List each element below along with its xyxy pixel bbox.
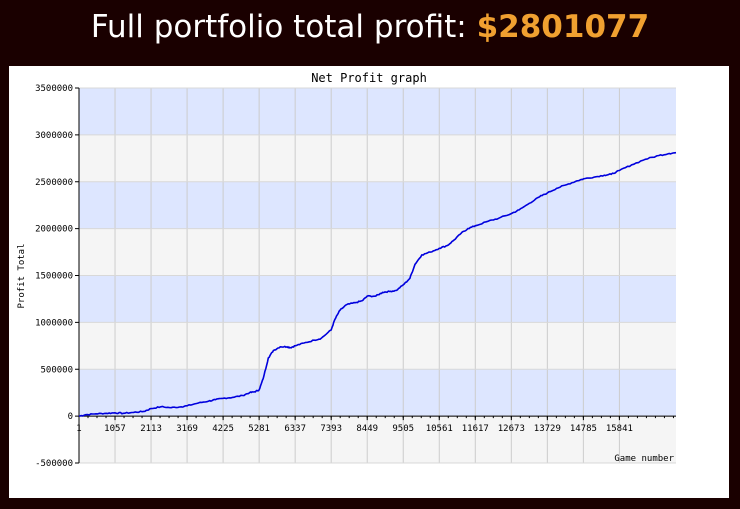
y-tick-label: 1000000 — [35, 318, 73, 328]
x-tick-label: 6337 — [284, 424, 306, 434]
chart-band — [79, 416, 676, 463]
x-axis-ticks: 1 1057 2113 3169 4225 5281 6337 7393 8449 9505 105… — [76, 416, 674, 434]
x-tick-label: 1 — [76, 424, 81, 434]
x-tick-label: 9505 — [392, 424, 414, 434]
chart-band — [79, 322, 676, 370]
y-tick-label: 3500000 — [35, 84, 73, 94]
page-header: Full portfolio total profit: $2801077 — [0, 0, 740, 58]
y-tick-label: -500000 — [35, 459, 73, 469]
x-tick-label: 7393 — [320, 424, 342, 434]
y-axis-ticks: -500000 0 500000 1000000 1500000 2000000 25000… — [35, 84, 79, 469]
chart-band — [79, 369, 676, 417]
chart-band — [79, 228, 676, 276]
header-profit-amount: $2801077 — [476, 9, 650, 45]
x-tick-label: 11617 — [462, 424, 489, 434]
chart-panel: -500000 0 500000 1000000 1500000 2000000 25000… — [9, 66, 729, 498]
y-tick-label: 0 — [68, 412, 73, 422]
y-tick-label: 2000000 — [35, 225, 73, 235]
chart-band — [79, 134, 676, 182]
x-tick-label: 14785 — [570, 424, 597, 434]
chart-bands — [79, 88, 676, 463]
chart-title: Net Profit graph — [311, 71, 427, 85]
y-tick-label: 1500000 — [35, 272, 73, 282]
y-tick-label: 3000000 — [35, 131, 73, 141]
x-tick-label: 3169 — [176, 424, 198, 434]
chart-series — [78, 151, 677, 417]
y-axis-label: Profit Total — [17, 243, 27, 308]
net-profit-chart: -500000 0 500000 1000000 1500000 2000000 25000… — [17, 71, 677, 469]
x-tick-label: 10561 — [426, 424, 453, 434]
x-axis-label: Game number — [614, 454, 674, 464]
profit-line — [78, 151, 677, 417]
x-tick-label: 13729 — [534, 424, 561, 434]
x-tick-label: 2113 — [140, 424, 162, 434]
x-tick-label: 1057 — [104, 424, 126, 434]
x-tick-label: 8449 — [356, 424, 378, 434]
header-label: Full portfolio total profit: — [90, 9, 467, 45]
y-tick-label: 500000 — [40, 365, 73, 375]
chart-band — [79, 275, 676, 323]
x-tick-label: 5281 — [248, 424, 270, 434]
y-tick-label: 2500000 — [35, 178, 73, 188]
chart-band — [79, 181, 676, 229]
x-tick-label: 15841 — [606, 424, 633, 434]
chart-band — [79, 88, 676, 135]
x-tick-label: 4225 — [212, 424, 234, 434]
x-tick-label: 12673 — [498, 424, 525, 434]
